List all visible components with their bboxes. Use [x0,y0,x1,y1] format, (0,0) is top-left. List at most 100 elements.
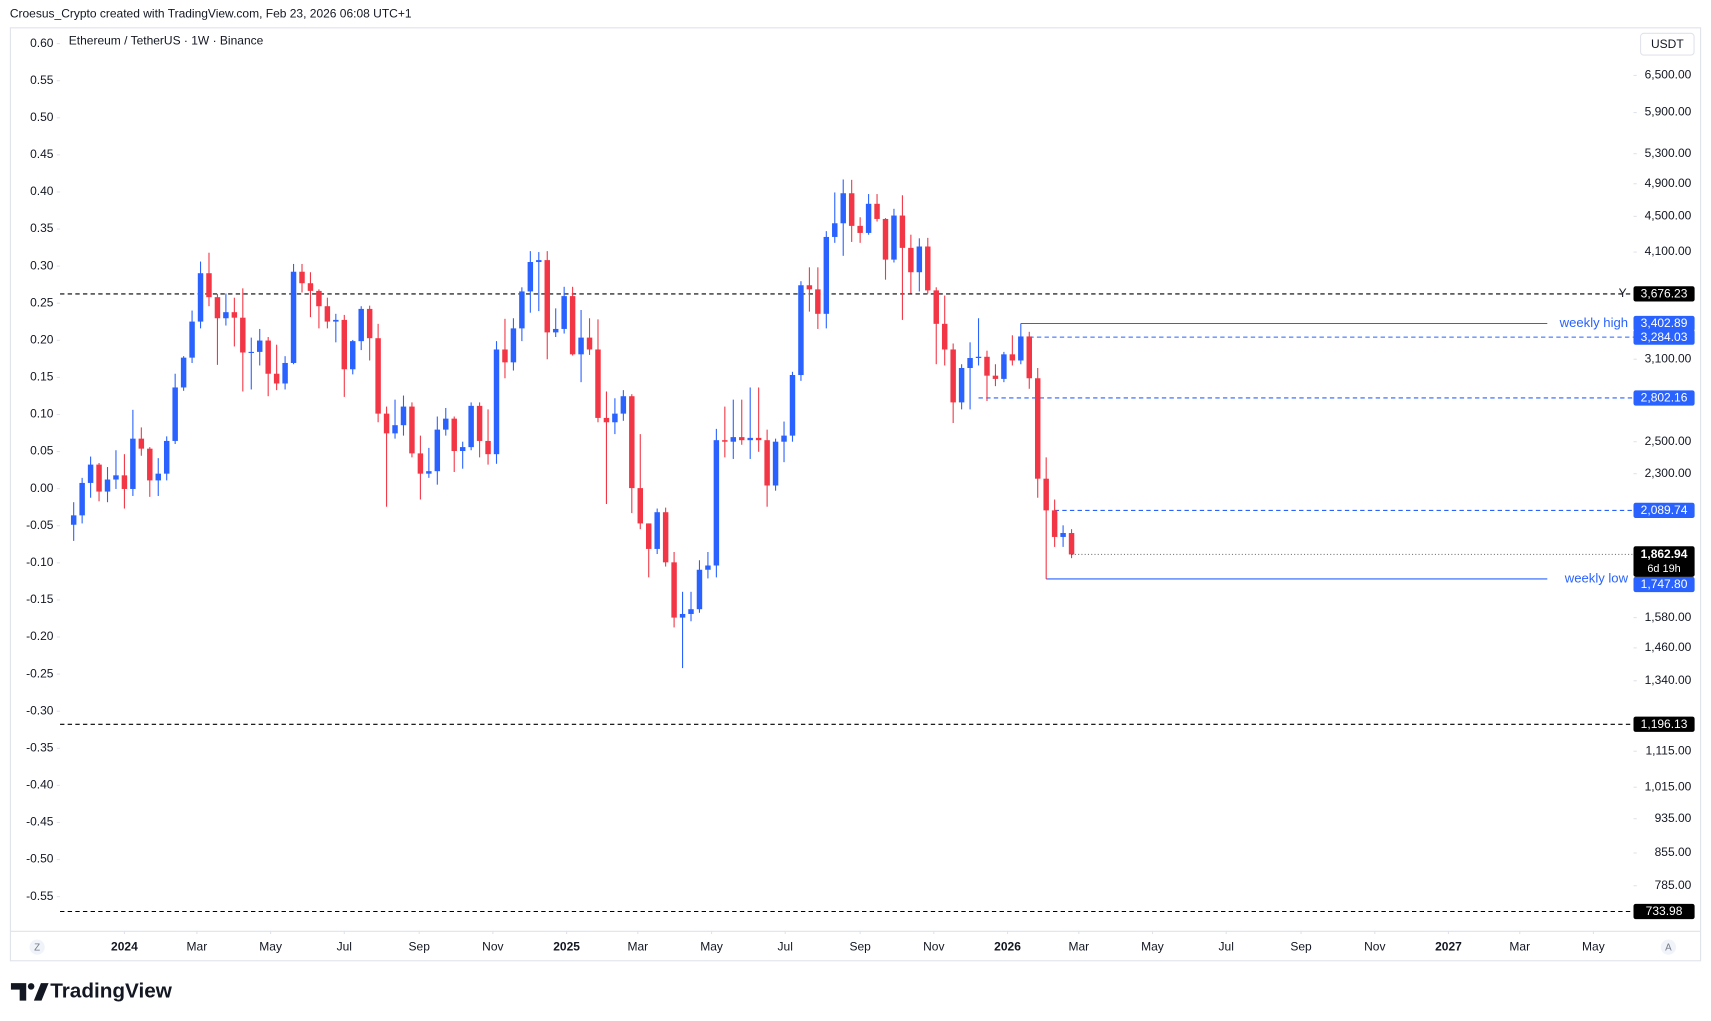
price-label-box [1633,576,1695,593]
candle-body [510,328,517,363]
candle-body [696,569,703,610]
candle-body [96,464,102,492]
candle-body [637,488,643,524]
y2-tick-label: -0.55 [26,889,54,903]
price-label-box [1633,286,1695,302]
candle-body [688,609,694,614]
x-tick-label: 2026 [994,939,1021,953]
candle-body [848,193,855,226]
y2-tick-label: 0.35 [30,221,54,235]
candle-body [612,413,618,423]
y-tick-label: 855.00 [1655,845,1692,859]
y2-tick-label: -0.30 [26,703,54,717]
candle-body [206,273,212,298]
y2-tick-label: -0.50 [26,852,54,866]
candle-body [552,328,559,333]
y2-tick-label: 0.05 [30,444,54,458]
candle-body [231,312,238,318]
scale-button[interactable] [1660,939,1677,955]
x-tick-label: Sep [849,939,871,953]
candle-body [561,296,567,329]
candle-body [755,437,762,441]
candle-body [840,193,846,224]
y-tick-label: 1,115.00 [1646,743,1692,757]
x-tick-label: Mar [627,939,648,953]
x-tick-label: Sep [409,939,431,953]
level-tag: Y [1619,286,1627,300]
candle-body [1018,336,1024,361]
candle-body [569,296,576,355]
candle-body [282,362,288,384]
chart-frame [9,27,1702,962]
candle-body [595,349,601,418]
candle-body [155,473,161,481]
candle-body [443,418,449,430]
candle-body [781,435,787,442]
price-label-box [1633,390,1695,406]
candle-body [333,319,339,322]
candle-body [392,425,398,434]
x-tick-label: May [1141,939,1164,953]
candle-body [832,223,838,237]
y2-tick-label: 0.20 [30,332,54,346]
x-tick-label: May [259,939,282,953]
candle-body [950,349,956,403]
price-label: 733.98 [1646,904,1683,918]
x-tick-label: Mar [1509,939,1530,953]
candle-body [299,271,305,284]
candle-body [409,406,415,454]
candle-body [459,447,466,452]
candle-body [240,317,246,353]
scale-button[interactable] [29,939,45,955]
candle-body [722,440,728,442]
x-tick-label: 2027 [1435,939,1462,953]
candle-body [823,236,830,314]
price-label-box [1633,315,1695,332]
candle-body [493,349,500,455]
price-label: 1,196.13 [1641,717,1688,731]
y2-tick-label: -0.35 [26,740,54,754]
candle-body [857,225,863,233]
x-tick-label: Mar [187,939,208,953]
candle-body [789,375,796,436]
y-tick-label: 2,300.00 [1645,466,1692,480]
candle-body [147,448,153,481]
candle-body [798,285,804,376]
price-label-box [1633,329,1695,345]
price-label-box [1633,716,1695,732]
candle-body [434,429,441,472]
candle-body [815,289,821,314]
last-price-box [1633,546,1695,577]
scale-button-label: Z [34,942,40,953]
x-tick-label: Jul [1219,939,1234,953]
currency-badge[interactable] [1640,32,1695,56]
x-tick-label: Nov [923,939,944,953]
price-label: 3,676.23 [1641,287,1688,301]
candle-body [975,356,982,359]
candle-body [992,375,999,379]
price-label: 2,089.74 [1641,503,1688,517]
level-text: weekly low [1564,570,1629,585]
candle-body [865,203,872,233]
candle-body [713,440,720,566]
price-label-box [1633,502,1695,519]
logo-slant [33,983,49,1001]
candle-body [544,260,550,333]
y-tick-label: 1,015.00 [1645,779,1692,793]
y2-tick-label: 0.10 [30,407,54,421]
logo-bar [10,983,27,1001]
candle-body [341,319,348,370]
candle-body [358,308,364,342]
last-price-label: 1,862.94 [1641,547,1688,561]
brand-logo [10,983,49,1001]
y2-tick-label: 0.40 [30,184,54,198]
candle-body [662,512,669,563]
candle-body [1060,533,1066,537]
price-label: 2,802.16 [1641,391,1688,405]
y-tick-label: 5,900.00 [1645,105,1692,119]
candle-body [1068,533,1075,555]
price-label-box [1633,903,1695,920]
candle-body [426,471,432,474]
candle-body [1034,378,1041,479]
